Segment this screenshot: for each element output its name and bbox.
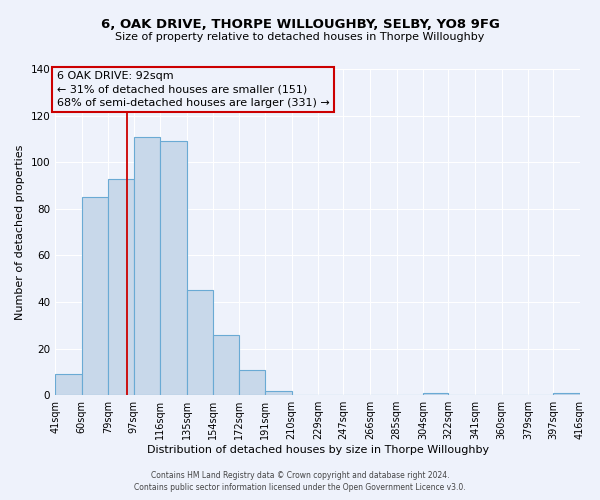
Bar: [239, 370, 265, 395]
Bar: [160, 141, 187, 395]
Bar: [109, 178, 134, 395]
Text: 6, OAK DRIVE, THORPE WILLOUGHBY, SELBY, YO8 9FG: 6, OAK DRIVE, THORPE WILLOUGHBY, SELBY, …: [101, 18, 499, 30]
Text: Size of property relative to detached houses in Thorpe Willoughby: Size of property relative to detached ho…: [115, 32, 485, 42]
X-axis label: Distribution of detached houses by size in Thorpe Willoughby: Distribution of detached houses by size …: [146, 445, 488, 455]
Text: Contains HM Land Registry data © Crown copyright and database right 2024.
Contai: Contains HM Land Registry data © Crown c…: [134, 471, 466, 492]
Bar: [265, 390, 292, 395]
Bar: [134, 136, 160, 395]
Bar: [82, 197, 109, 395]
Bar: [55, 374, 82, 395]
Text: 6 OAK DRIVE: 92sqm
← 31% of detached houses are smaller (151)
68% of semi-detach: 6 OAK DRIVE: 92sqm ← 31% of detached hou…: [56, 72, 329, 108]
Bar: [553, 393, 580, 395]
Bar: [187, 290, 214, 395]
Bar: [423, 393, 448, 395]
Bar: [214, 334, 239, 395]
Y-axis label: Number of detached properties: Number of detached properties: [15, 144, 25, 320]
